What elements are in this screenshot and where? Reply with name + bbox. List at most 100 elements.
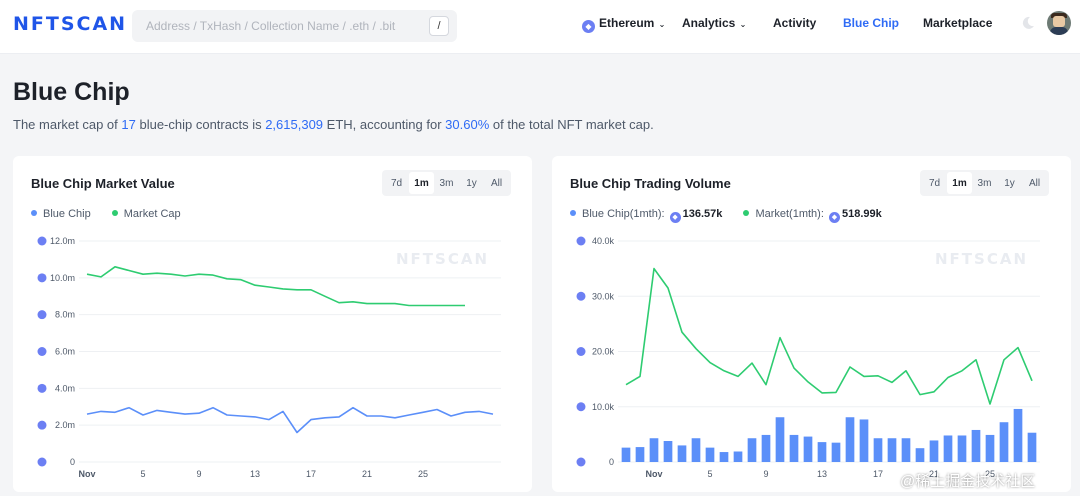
x-tick-label: 25 bbox=[418, 469, 428, 479]
site-watermark: @稀土掘金技术社区 bbox=[900, 473, 1036, 490]
range-3m-button[interactable]: 3m bbox=[434, 172, 459, 194]
trading-volume-legend: Blue Chip(1mth): ◆ 136.57k Market(1mth): … bbox=[570, 208, 900, 223]
blue-chip-volume-value: 136.57k bbox=[682, 208, 723, 220]
market-share-percent: 30.60% bbox=[445, 117, 490, 132]
y-tick-label: 12.0m bbox=[50, 236, 75, 246]
nftscan-watermark: NFTSCAN bbox=[935, 250, 1029, 268]
eth-axis-icon bbox=[37, 273, 47, 283]
volume-bar bbox=[831, 442, 841, 462]
series-line-market-cap bbox=[86, 266, 465, 307]
nav-analytics[interactable]: Analytics ⌄ bbox=[682, 16, 746, 30]
chain-selector[interactable]: ◆ Ethereum ⌄ bbox=[582, 16, 665, 33]
nav-blue-chip[interactable]: Blue Chip bbox=[843, 16, 899, 30]
volume-bar bbox=[789, 434, 799, 462]
chain-selector-label: Ethereum bbox=[599, 16, 655, 30]
volume-bar bbox=[901, 438, 911, 462]
top-navigation-bar: NFTSCAN / ◆ Ethereum ⌄ Analytics ⌄ Activi… bbox=[0, 0, 1080, 54]
eth-axis-icon bbox=[576, 347, 586, 356]
nav-activity[interactable]: Activity bbox=[773, 16, 817, 30]
contract-count: 17 bbox=[121, 117, 136, 132]
x-tick-label: 9 bbox=[196, 469, 201, 479]
volume-bar bbox=[635, 447, 645, 462]
y-tick-label: 8.0m bbox=[55, 310, 75, 320]
volume-bar bbox=[1027, 432, 1037, 462]
user-avatar[interactable] bbox=[1047, 11, 1071, 35]
volume-bar bbox=[761, 434, 771, 462]
range-7d-button[interactable]: 7d bbox=[384, 172, 409, 194]
volume-bar bbox=[775, 417, 785, 462]
search-box[interactable]: / bbox=[132, 10, 457, 42]
series-line-market bbox=[625, 267, 1033, 405]
eth-axis-icon bbox=[576, 236, 586, 246]
eth-axis-icon bbox=[37, 310, 47, 320]
market-volume-value: 518.99k bbox=[841, 208, 882, 220]
legend-market-cap[interactable]: Market Cap bbox=[111, 208, 181, 220]
legend-blue-chip-volume[interactable]: Blue Chip(1mth): ◆ 136.57k bbox=[570, 208, 723, 223]
y-tick-label: 0 bbox=[609, 457, 614, 467]
dark-mode-moon-icon[interactable] bbox=[1020, 15, 1036, 31]
x-tick-label: 21 bbox=[362, 469, 372, 479]
series-line-blue-chip bbox=[86, 406, 494, 434]
eth-axis-icon bbox=[576, 291, 586, 301]
volume-bar bbox=[733, 451, 743, 462]
range-all-button[interactable]: All bbox=[484, 172, 509, 194]
eth-axis-icon bbox=[37, 457, 47, 467]
trading-volume-title: Blue Chip Trading Volume bbox=[570, 176, 731, 191]
y-tick-label: 2.0m bbox=[55, 420, 75, 430]
volume-bar bbox=[929, 440, 939, 462]
market-value-card: Blue Chip Market Value 7d 1m 3m 1y All B… bbox=[13, 156, 532, 492]
market-value-range-selector: 7d 1m 3m 1y All bbox=[382, 170, 511, 196]
volume-bar bbox=[803, 436, 813, 462]
page-title: Blue Chip bbox=[13, 78, 130, 106]
range-1y-button[interactable]: 1y bbox=[459, 172, 484, 194]
nftscan-logo[interactable]: NFTSCAN bbox=[13, 13, 128, 35]
volume-bar bbox=[719, 452, 729, 462]
range-1m-button[interactable]: 1m bbox=[409, 172, 434, 194]
eth-axis-icon bbox=[576, 402, 586, 412]
x-tick-label: 21 bbox=[929, 469, 939, 479]
volume-bar bbox=[971, 429, 981, 462]
volume-bar bbox=[663, 441, 673, 462]
range-7d-button[interactable]: 7d bbox=[922, 172, 947, 194]
x-tick-label: 25 bbox=[985, 469, 995, 479]
nav-marketplace[interactable]: Marketplace bbox=[923, 16, 993, 30]
volume-bar bbox=[1013, 408, 1023, 462]
volume-bar bbox=[747, 438, 757, 462]
range-1y-button[interactable]: 1y bbox=[997, 172, 1022, 194]
y-tick-label: 30.0k bbox=[592, 291, 615, 301]
search-shortcut-key: / bbox=[429, 16, 449, 36]
legend-market-volume[interactable]: Market(1mth): ◆ 518.99k bbox=[743, 208, 882, 223]
legend-dot-icon bbox=[111, 210, 118, 216]
volume-bar bbox=[845, 417, 855, 462]
volume-bar bbox=[649, 438, 659, 462]
volume-bar bbox=[705, 447, 715, 462]
volume-bar bbox=[817, 442, 827, 462]
eth-axis-icon bbox=[576, 457, 586, 467]
legend-blue-chip[interactable]: Blue Chip bbox=[31, 208, 91, 220]
x-tick-label: 17 bbox=[873, 469, 883, 479]
nav-analytics-label: Analytics bbox=[682, 16, 736, 30]
volume-bar bbox=[859, 419, 869, 462]
chevron-down-icon: ⌄ bbox=[656, 20, 666, 29]
ethereum-icon: ◆ bbox=[582, 20, 595, 33]
range-3m-button[interactable]: 3m bbox=[972, 172, 997, 194]
chevron-down-icon: ⌄ bbox=[737, 20, 747, 29]
x-tick-label: Nov bbox=[78, 469, 95, 479]
y-tick-label: 20.0k bbox=[592, 347, 615, 357]
x-tick-label: Nov bbox=[645, 469, 662, 479]
eth-axis-icon bbox=[37, 347, 47, 356]
search-input[interactable] bbox=[132, 10, 422, 42]
market-cap-value: 2,615,309 bbox=[265, 117, 324, 132]
volume-bar bbox=[943, 435, 953, 462]
range-1m-button[interactable]: 1m bbox=[947, 172, 972, 194]
market-value-title: Blue Chip Market Value bbox=[31, 176, 175, 191]
y-tick-label: 6.0m bbox=[55, 347, 75, 357]
x-tick-label: 5 bbox=[707, 469, 712, 479]
page-subtitle: The market cap of 17 blue-chip contracts… bbox=[13, 117, 654, 132]
market-value-legend: Blue Chip Market Cap bbox=[31, 208, 199, 220]
x-tick-label: 13 bbox=[250, 469, 260, 479]
volume-bar bbox=[999, 422, 1009, 462]
range-all-button[interactable]: All bbox=[1022, 172, 1047, 194]
x-tick-label: 13 bbox=[817, 469, 827, 479]
